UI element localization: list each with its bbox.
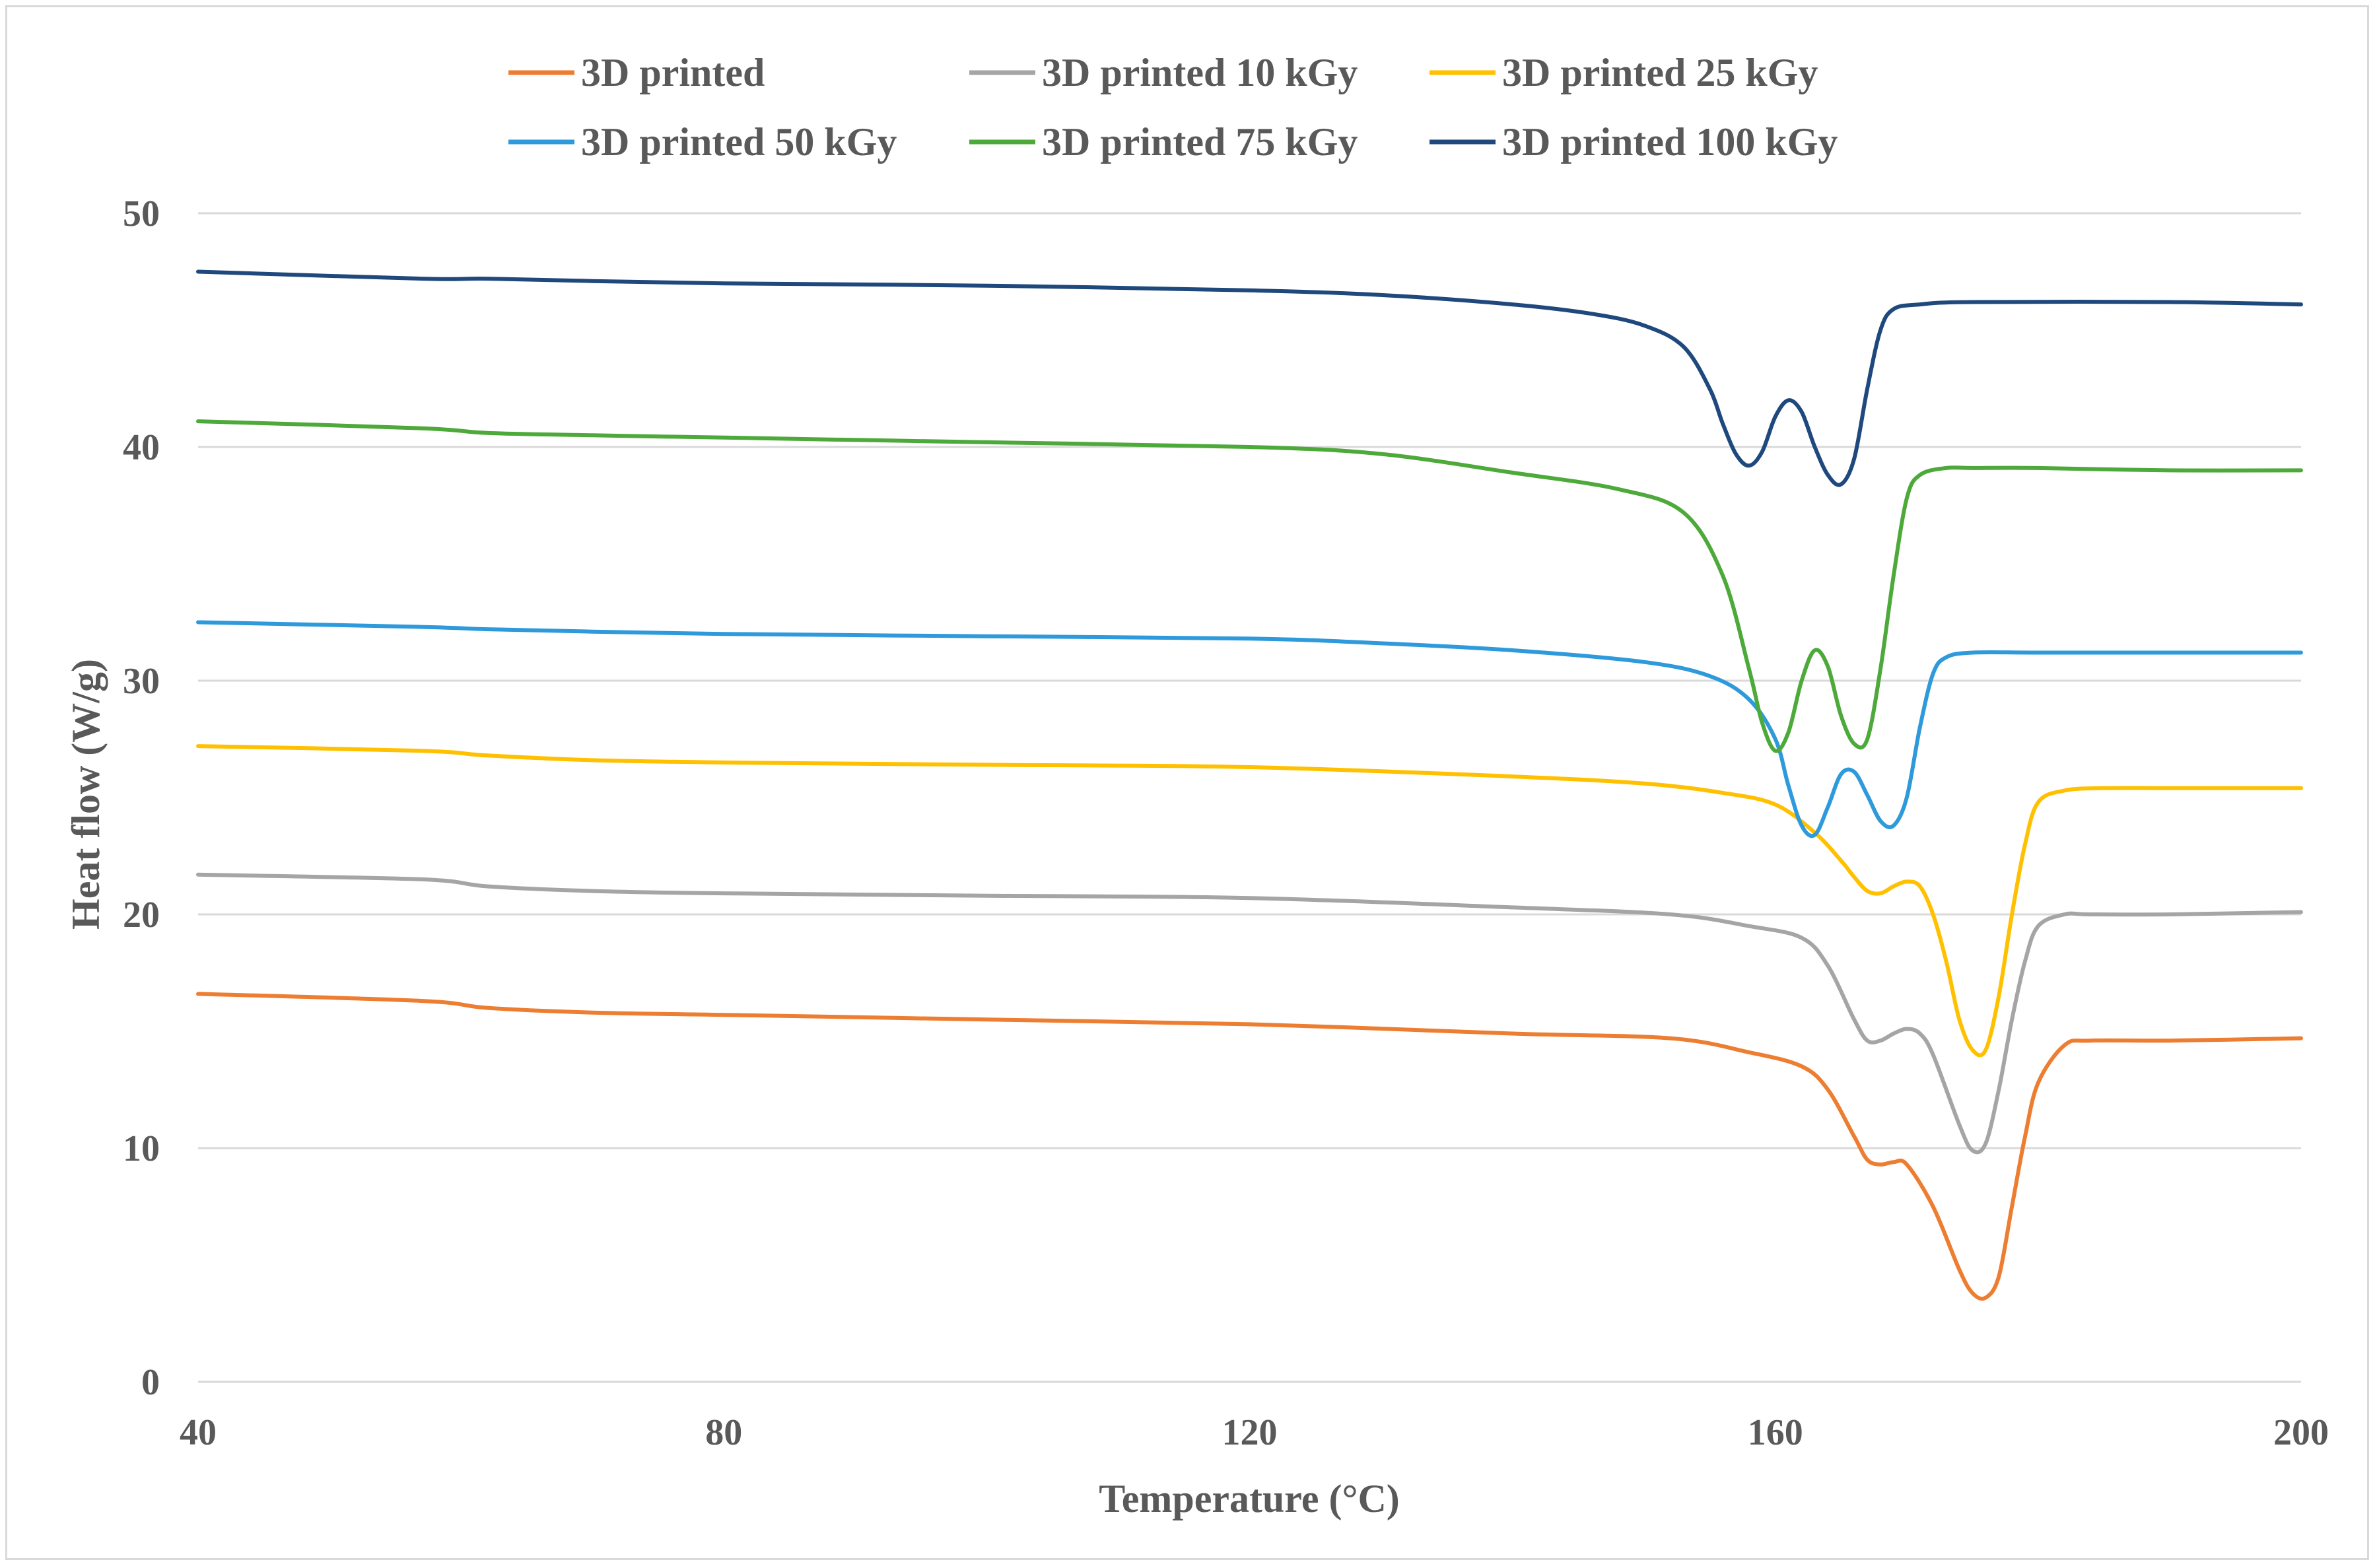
y-axis-title: Heat flow (W/g): [64, 659, 108, 930]
legend-label-3d-printed-10-kgy: 3D printed 10 kGy: [1042, 51, 1358, 94]
legend-label-3d-printed-75-kgy: 3D printed 75 kGy: [1042, 120, 1358, 164]
legend-label-3d-printed-100-kgy: 3D printed 100 kGy: [1502, 120, 1838, 164]
y-tick-label: 20: [123, 895, 160, 936]
x-tick-labels: 40 80 120 160 200: [180, 1412, 2329, 1453]
x-axis-title: Temperature (°C): [1099, 1477, 1400, 1520]
series-line-3d-printed-10-kgy: [196, 872, 2303, 1155]
series-line-3d-printed-75-kgy: [196, 419, 2303, 753]
legend-label-3d-printed: 3D printed: [581, 51, 765, 94]
y-tick-label: 50: [123, 193, 160, 234]
series-line-3d-printed-50-kgy: [196, 620, 2303, 838]
y-tick-label: 40: [123, 427, 160, 468]
x-tick-label: 80: [705, 1412, 742, 1453]
legend: 3D printed 3D printed 10 kGy 3D printed 25…: [508, 51, 1838, 164]
gridlines: [198, 212, 2301, 1149]
legend-label-3d-printed-25-kgy: 3D printed 25 kGy: [1502, 51, 1818, 94]
y-tick-label: 0: [141, 1362, 160, 1403]
y-tick-label: 30: [123, 661, 160, 702]
y-tick-label: 10: [123, 1128, 160, 1169]
y-tick-labels: 0 10 20 30 40 50: [123, 193, 160, 1403]
x-tick-label: 160: [1748, 1412, 1803, 1453]
x-tick-label: 200: [2273, 1412, 2329, 1453]
series-line-3d-printed-25-kgy: [196, 744, 2303, 1058]
x-tick-label: 120: [1222, 1412, 1278, 1453]
chart-frame: [5, 5, 2369, 1560]
legend-label-3d-printed-50-kgy: 3D printed 50 kGy: [581, 120, 897, 164]
x-tick-label: 40: [180, 1412, 217, 1453]
series-line-3d-printed-100-kgy: [196, 269, 2303, 487]
series-lines: [196, 269, 2303, 1301]
series-line-3d-printed: [196, 992, 2303, 1301]
